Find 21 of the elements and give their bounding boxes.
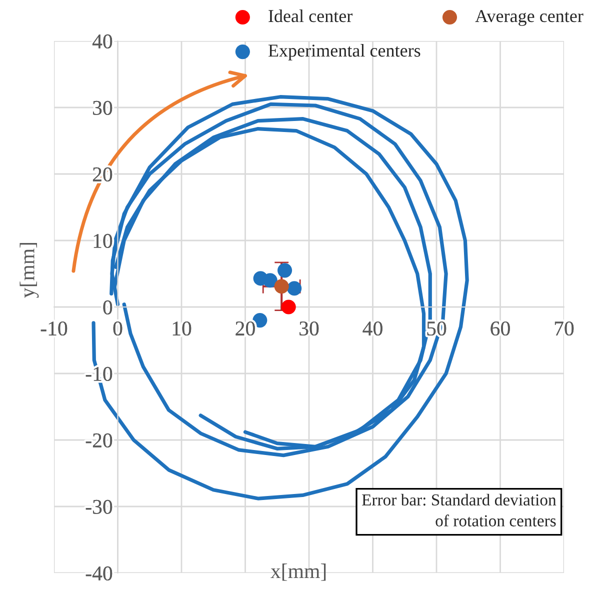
y-tick-label: -40 (86, 566, 112, 580)
y-axis-title: y[mm] (20, 242, 39, 298)
x-tick-label: 20 (236, 321, 255, 336)
x-tick-label: 40 (362, 321, 382, 336)
legend-label: Average center (475, 10, 584, 26)
y-tick-label: -30 (86, 500, 112, 514)
x-tick-label: 60 (490, 321, 510, 336)
legend-label: Experimental centers (268, 44, 420, 60)
x-tick-label: -10 (40, 321, 68, 336)
y-tick-label: 10 (94, 234, 112, 248)
x-tick-label: 70 (554, 321, 574, 336)
annotation: Error bar: Standard deviation of rotation centers (362, 494, 556, 526)
x-tick-label: 10 (172, 321, 192, 336)
x-axis-title: x[mm] (270, 564, 326, 581)
y-tick-label: 30 (93, 100, 112, 115)
y-tick-label: 0 (103, 300, 112, 314)
y-tick-label: 40 (92, 34, 112, 48)
legend-label: Ideal center (268, 9, 352, 22)
x-tick-label: 0 (113, 321, 122, 336)
x-tick-label: 30 (300, 321, 319, 336)
y-tick-label: -20 (86, 433, 112, 448)
